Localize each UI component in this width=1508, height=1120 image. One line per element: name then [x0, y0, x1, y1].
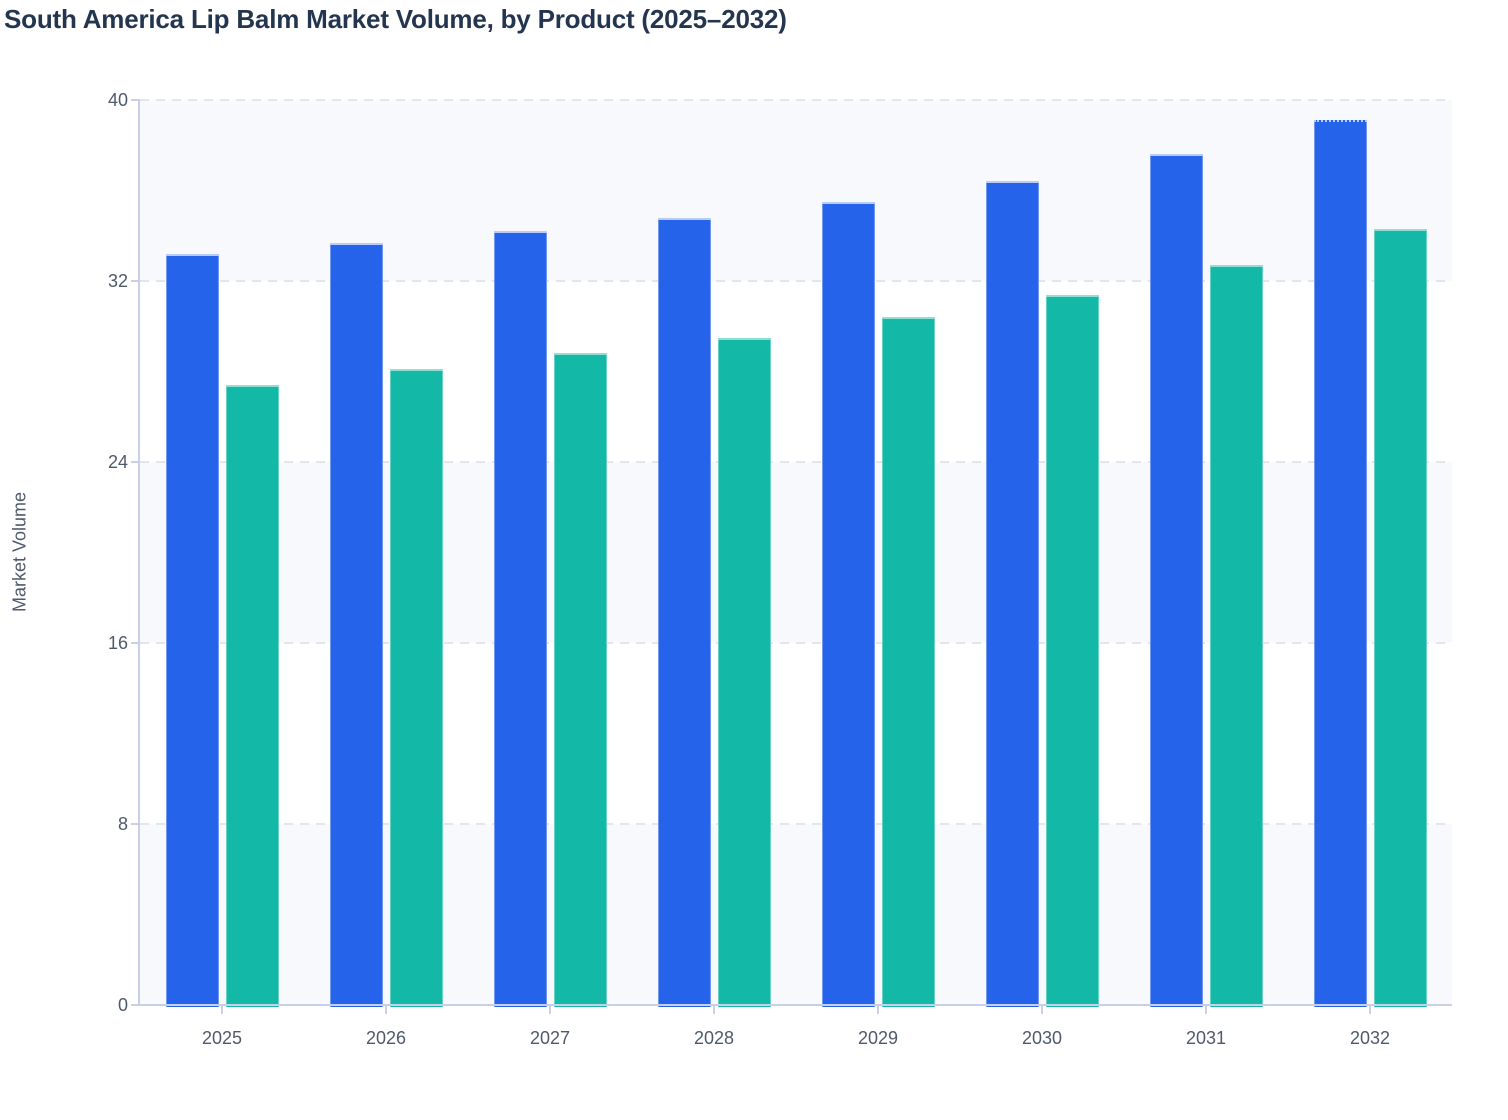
bar-series-teal-2027[interactable]	[553, 353, 607, 1007]
x-tick-label: 2027	[529, 1028, 571, 1048]
x-tick-label: 2026	[365, 1028, 407, 1048]
y-axis-title: Market Volume	[9, 491, 30, 613]
y-axis-line	[138, 100, 140, 1005]
bar-series-blue-2031[interactable]	[1149, 154, 1203, 1007]
x-axis-tick	[1205, 1005, 1207, 1014]
bar-series-teal-2030[interactable]	[1045, 294, 1099, 1007]
bar-series-teal-2031[interactable]	[1209, 265, 1263, 1007]
bar-series-blue-2028[interactable]	[657, 217, 711, 1007]
x-tick-label: 2030	[1021, 1028, 1063, 1048]
x-axis-tick	[1369, 1005, 1371, 1014]
x-tick-label: 2025	[201, 1028, 243, 1048]
x-axis-tick	[713, 1005, 715, 1014]
y-tick-label: 16	[107, 633, 128, 653]
x-tick-label: 2031	[1185, 1028, 1227, 1048]
x-axis-tick	[1041, 1005, 1043, 1014]
gridline	[140, 99, 1452, 101]
bar-series-blue-2026[interactable]	[329, 242, 383, 1007]
y-axis-tick	[131, 823, 140, 825]
x-tick-label: 2032	[1349, 1028, 1391, 1048]
x-axis-tick	[549, 1005, 551, 1014]
bar-series-blue-2030[interactable]	[985, 181, 1039, 1007]
bar-series-teal-2032[interactable]	[1373, 228, 1427, 1007]
chart-title: South America Lip Balm Market Volume, by…	[4, 4, 787, 34]
bar-series-blue-2027[interactable]	[493, 231, 547, 1007]
y-axis-tick	[131, 461, 140, 463]
y-tick-label: 24	[107, 452, 128, 472]
y-tick-label: 32	[107, 271, 128, 291]
y-axis-tick	[131, 642, 140, 644]
bar-series-teal-2028[interactable]	[717, 337, 771, 1007]
bar-series-teal-2029[interactable]	[881, 317, 935, 1007]
y-tick-label: 8	[117, 814, 128, 834]
x-axis-line	[138, 1004, 1452, 1006]
y-tick-label: 40	[107, 90, 128, 110]
x-axis-tick	[385, 1005, 387, 1014]
y-axis-tick	[131, 99, 140, 101]
bar-series-blue-2025[interactable]	[165, 253, 219, 1007]
bar-series-teal-2026[interactable]	[389, 369, 443, 1007]
x-axis-tick	[221, 1005, 223, 1014]
bar-series-blue-2032[interactable]	[1313, 120, 1367, 1007]
bar-series-blue-2029[interactable]	[821, 201, 875, 1007]
bar-series-teal-2025[interactable]	[225, 385, 279, 1007]
y-tick-label: 0	[117, 995, 128, 1015]
y-axis-tick	[131, 1004, 140, 1006]
x-tick-label: 2029	[857, 1028, 899, 1048]
x-axis-tick	[877, 1005, 879, 1014]
x-tick-label: 2028	[693, 1028, 735, 1048]
y-axis-tick	[131, 280, 140, 282]
